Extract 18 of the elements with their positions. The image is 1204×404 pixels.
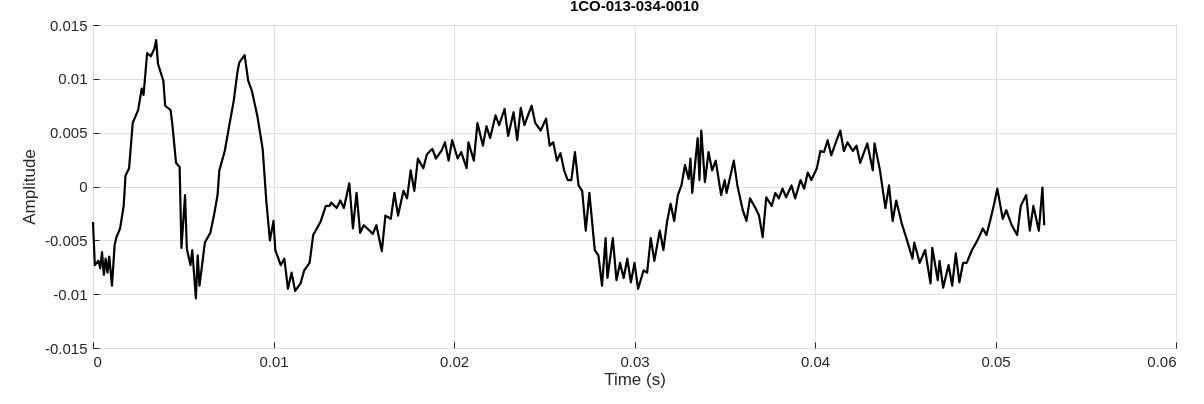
y-tick-label: 0 (79, 178, 88, 195)
x-tick-label: 0.06 (1147, 352, 1177, 370)
x-tick-label: 0.05 (981, 352, 1011, 370)
y-tick-label: 0.005 (49, 124, 88, 142)
x-tick-label: 0.03 (620, 352, 650, 370)
chart-title: 1CO-013-034-0010 (569, 0, 700, 14)
y-tick-label: -0.01 (53, 285, 88, 303)
x-tick-label: 0.04 (800, 352, 831, 370)
y-axis-title: Amplitude (19, 149, 39, 225)
y-tick-label: -0.015 (44, 339, 88, 357)
x-tick-label: 0 (93, 352, 102, 370)
x-axis-title: Time (s) (604, 369, 666, 389)
line-series (91, 38, 1046, 300)
y-tick-label: 0.015 (49, 16, 88, 34)
y-tick-label: -0.005 (44, 231, 88, 249)
y-tick-label: 0.01 (58, 70, 88, 88)
x-tick-label: 0.02 (439, 352, 470, 370)
x-tick-label: 0.01 (259, 352, 289, 370)
